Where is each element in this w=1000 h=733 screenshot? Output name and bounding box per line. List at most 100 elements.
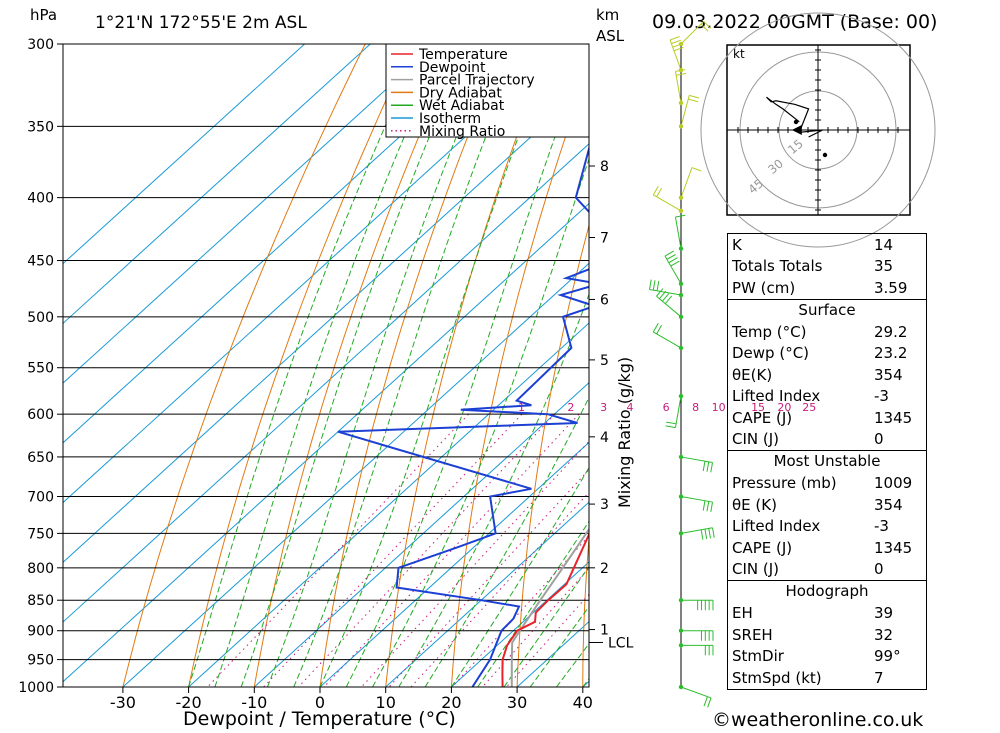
index-value: -3 (874, 517, 889, 536)
wind-level-dot (678, 531, 684, 536)
pressure-tick-label: 350 (27, 119, 54, 135)
most-unstable-table: Pressure (mb) 1009 θE (K) 354 Lifted Index -3… (728, 473, 928, 581)
mixing-ratio-line (263, 413, 523, 687)
legend-label: Dewpoint (419, 60, 486, 76)
lcl-label: LCL (608, 635, 634, 651)
surface-table: Temp (°C) 29.2 Dewp (°C) 23.2 θE(K) 354 Lifted… (728, 321, 928, 450)
wind-barb (678, 643, 714, 656)
pressure-tick-label: 950 (27, 653, 54, 669)
pressure-tick-label: 700 (27, 490, 54, 506)
index-label: EH (732, 604, 753, 623)
mixing-ratio-label: 3 (600, 401, 607, 414)
isobar-lines (63, 44, 589, 687)
temperature-tick-label: -20 (176, 693, 202, 712)
index-label: θE (K) (732, 495, 777, 514)
wind-barb-flag (675, 69, 686, 72)
wind-barb (678, 94, 700, 129)
mixing-ratio-labels: 1 2 3 4 6 8 10 15 20 25 (518, 401, 816, 414)
height-unit-label-asl: ASL (596, 27, 625, 45)
mixing-ratio-line (410, 491, 589, 687)
wind-barb-flag (666, 421, 677, 425)
index-row: StmSpd (kt) 7 (728, 667, 928, 689)
most-unstable-title: Most Unstable (773, 452, 881, 470)
wind-barb (674, 69, 687, 106)
dry-adiabat (450, 67, 589, 687)
mixing-ratio-line (207, 413, 469, 687)
wind-barb-flag (706, 501, 710, 512)
dry-adiabat (582, 533, 589, 687)
height-tick-label: 3 (600, 497, 609, 513)
wet-adiabat (345, 44, 589, 687)
index-label: Temp (°C) (732, 322, 807, 341)
hodograph-point (793, 119, 799, 125)
hodograph-stats-table: EH 39 SREH 32 StmDir 99° StmSpd (kt) 7 (728, 603, 928, 689)
height-tick-label: 4 (600, 430, 609, 446)
legend-label: Wet Adiabat (419, 98, 505, 114)
wind-barb-flag (652, 323, 659, 333)
height-tick-label: 7 (600, 231, 609, 247)
temperature-tick-label: 30 (507, 693, 527, 712)
index-row: EH 39 (728, 603, 928, 625)
plot-background (63, 44, 589, 687)
wind-level-dot (678, 454, 684, 460)
pressure-tick-label: 900 (27, 624, 54, 640)
wind-barb (674, 214, 686, 251)
isotherm (63, 44, 305, 265)
wind-barb-staff (680, 21, 704, 45)
wind-barb (648, 279, 684, 298)
wind-barb-flag (700, 529, 704, 540)
wind-barb-flag (700, 23, 709, 32)
index-label: PW (cm) (732, 278, 796, 297)
index-row: Lifted Index -3 (728, 386, 928, 408)
index-value: 23.2 (874, 344, 908, 363)
height-unit-label: km (596, 6, 619, 24)
hodograph-trace (766, 96, 823, 138)
wind-level-dot (678, 314, 684, 320)
wind-barb-staff (680, 95, 690, 127)
index-row: CAPE (J) 1345 (728, 537, 928, 559)
index-value: 354 (874, 365, 903, 384)
mixing-ratio-label: 15 (751, 401, 765, 414)
wind-barb-flag (670, 260, 680, 267)
mixing-ratio-label: 25 (802, 401, 816, 414)
mixing-ratio-label: 2 (567, 401, 574, 414)
temperature-tick-label: 40 (573, 693, 593, 712)
index-value: 99° (874, 647, 901, 666)
index-value: 0 (874, 560, 884, 579)
index-value: 0 (874, 430, 884, 449)
index-value: 39 (874, 604, 894, 623)
wind-barb-staff (674, 216, 682, 249)
height-tick-label: 6 (600, 292, 609, 308)
height-tick-label: 1 (600, 623, 609, 639)
wind-level-dot (678, 124, 684, 129)
mixing-ratio-axis-title: Mixing Ratio (g/kg) (615, 357, 634, 508)
isotherm (253, 382, 589, 687)
wind-barb-flag (710, 462, 714, 473)
isotherm (63, 143, 589, 623)
storm-motion-arrow (791, 125, 802, 135)
index-value: 1345 (874, 408, 913, 427)
temperature-tick-label: -30 (110, 693, 136, 712)
mixing-ratio-label: 8 (692, 401, 699, 414)
mixing-ratio-label: 1 (518, 401, 525, 414)
wind-barb-staff (653, 331, 682, 349)
mixing-ratio-line (298, 413, 556, 687)
x-axis-title: Dewpoint / Temperature (°C) (183, 708, 456, 730)
index-row: Temp (°C) 29.2 (728, 321, 928, 343)
legend-label: Isotherm (419, 111, 481, 127)
wind-level-dot (678, 494, 684, 499)
mixing-ratio-line (361, 440, 589, 687)
index-row: StmDir 99° (728, 646, 928, 668)
wind-barb-flag (707, 697, 712, 708)
legend-box (385, 43, 590, 138)
wind-barb-flag (668, 257, 678, 264)
wind-barb-flag (676, 72, 687, 76)
wind-barb-flag (665, 425, 676, 429)
legend-label: Dry Adiabat (419, 85, 502, 101)
wind-barb (656, 288, 684, 320)
wind-barb-flag (706, 461, 710, 472)
wind-level-dot (678, 684, 684, 690)
height-tick-label: 2 (600, 561, 609, 577)
